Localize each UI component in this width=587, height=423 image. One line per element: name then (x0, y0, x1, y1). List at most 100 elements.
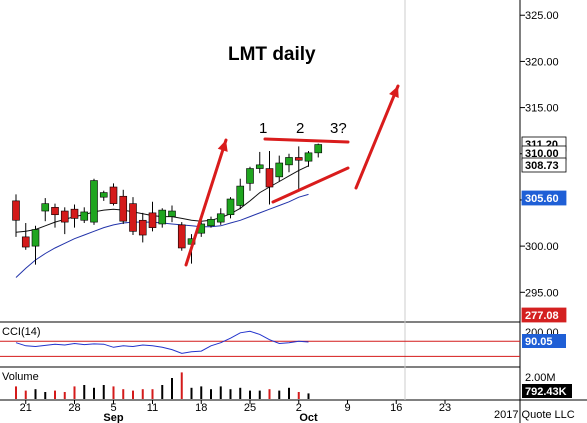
candle-body (138, 219, 147, 236)
candle-body (246, 168, 254, 184)
peak-label: 2 (296, 120, 304, 137)
trend-arrow-right (354, 84, 400, 190)
trend-arrow-left (184, 138, 228, 267)
volume-bar (112, 386, 115, 399)
volume-bar (268, 389, 271, 399)
volume-bar (229, 389, 232, 399)
volume-bar (239, 387, 242, 399)
y-tick-label: 320.00 (525, 56, 559, 68)
volume-bar (73, 386, 76, 399)
volume-bar (278, 390, 281, 399)
volume-bar (180, 372, 183, 399)
candle-body (60, 210, 69, 223)
volume-bar (141, 389, 144, 399)
price-tag-box (521, 190, 567, 206)
candle-body (168, 210, 176, 217)
x-tick-label: 16 (390, 402, 402, 414)
candle-body (314, 144, 323, 154)
cci-tag-box (522, 334, 566, 348)
support-line (271, 166, 350, 204)
volume-label: Volume (2, 371, 39, 383)
candle-body (31, 229, 40, 247)
candle-body (148, 212, 157, 228)
volume-bar (83, 385, 86, 399)
volume-bar (151, 389, 154, 399)
candle-body (236, 185, 245, 206)
candle-body (177, 224, 186, 249)
cci-label: CCI(14) (2, 326, 41, 338)
x-tick-label: 11 (147, 402, 158, 414)
volume-bar (54, 390, 56, 399)
y-tick-label: 300.00 (525, 241, 559, 253)
chart-title: LMT daily (228, 44, 316, 65)
volume-bar (63, 392, 66, 399)
candle-body (41, 203, 50, 212)
volume-top-label: 2.00M (525, 372, 556, 384)
price-tag-label: 305.60 (525, 193, 559, 205)
candle-body (12, 200, 20, 221)
volume-bar (200, 386, 203, 399)
volume-tag-box (522, 384, 572, 398)
x-month-label: Oct (299, 412, 318, 423)
price-tag-label: 277.08 (525, 310, 559, 322)
x-tick-label: 28 (68, 402, 80, 414)
volume-bar (297, 392, 300, 399)
volume-bar (190, 387, 193, 399)
cci-tag-label: 90.05 (525, 336, 553, 348)
volume-bar (93, 387, 95, 399)
y-tick-label: 315.00 (525, 103, 559, 115)
volume-bar (34, 389, 37, 399)
peak-label: 1 (259, 120, 267, 137)
peak-label: 3? (330, 120, 347, 137)
x-tick-label: 9 (344, 402, 350, 414)
price-panel: 1 2 3? (12, 84, 400, 278)
price-tag-label: 310.00 (525, 148, 559, 160)
candle-body (275, 162, 284, 178)
x-month-label: Sep (103, 412, 123, 423)
price-tag-box (521, 307, 567, 323)
volume-bar (307, 393, 310, 399)
volume-bar (122, 389, 125, 399)
candle-body (99, 192, 108, 198)
x-tick-label: 18 (195, 402, 207, 414)
volume-bar (249, 390, 251, 399)
candle-body (294, 157, 303, 161)
trend-arrow-right-head (389, 86, 399, 98)
candle-body (119, 195, 128, 222)
candle-body (226, 198, 235, 216)
volume-panel: 2.00M 792.43K (15, 372, 572, 399)
volume-bar (132, 390, 134, 399)
candle-body (285, 157, 293, 166)
candle-body (255, 164, 264, 169)
volume-bar (161, 385, 164, 399)
axis-layer: 325.00320.00315.00310.00305.00300.00295.… (20, 10, 567, 423)
x-tick-label: 2 (296, 402, 302, 414)
volume-bar (44, 392, 47, 399)
volume-bar (288, 387, 290, 399)
candle-body (90, 180, 98, 223)
candle-body (304, 152, 313, 162)
volume-bar (24, 390, 27, 399)
candle-body (216, 213, 225, 223)
x-tick-label: 5 (110, 402, 116, 414)
candle-body (158, 209, 167, 225)
volume-bar (171, 378, 173, 399)
volume-bar (219, 386, 222, 399)
candle-body (21, 236, 30, 248)
price-tag-label: 308.73 (525, 160, 559, 172)
cci-line (15, 330, 309, 354)
x-tick-label: 25 (244, 402, 256, 414)
candle-body (129, 203, 137, 232)
volume-bar (258, 390, 261, 399)
candle-body (207, 219, 215, 227)
y-tick-label: 295.00 (525, 287, 559, 299)
candle-body (51, 207, 59, 216)
resistance-line (263, 137, 350, 144)
trend-arrow-left-head (217, 140, 228, 152)
volume-bar (102, 385, 105, 399)
x-tick-label: 21 (20, 402, 32, 414)
volume-tag-label: 792.43K (525, 386, 567, 398)
